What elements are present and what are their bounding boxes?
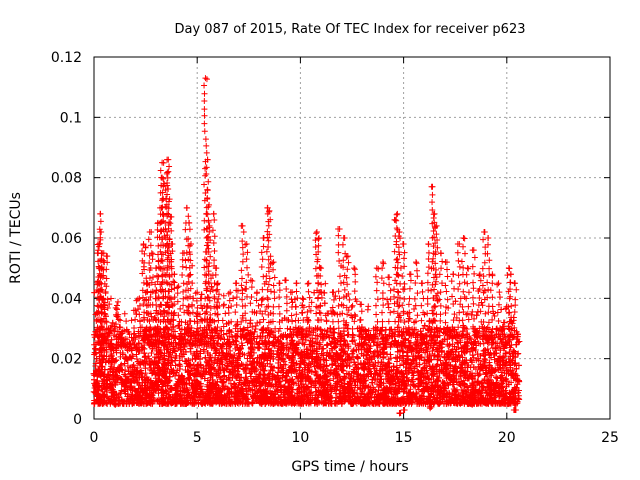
y-tick-label: 0.12 [51,50,82,66]
x-tick-label: 25 [601,430,619,446]
x-tick-label: 20 [498,430,516,446]
data-point [322,280,329,287]
y-tick-label: 0.06 [51,231,82,247]
roti-series [90,75,523,417]
x-tick-label: 5 [193,430,202,446]
x-tick-label: 15 [395,430,413,446]
y-tick-label: 0.1 [60,110,82,126]
x-axis: 0 5 10 15 20 25 [90,57,619,446]
y-tick-label: 0.04 [51,291,82,307]
data-point [334,311,341,318]
data-point [308,299,315,306]
data-point [128,317,135,324]
x-tick-label: 0 [90,430,99,446]
data-point [392,354,399,361]
data-point [114,298,121,305]
x-tick-label: 10 [291,430,309,446]
y-tick-label: 0 [73,412,82,428]
data-point [123,318,130,325]
y-tick-label: 0.08 [51,171,82,187]
chart-title: Day 087 of 2015, Rate Of TEC Index for r… [175,22,526,37]
data-point [364,306,371,313]
data-point [480,358,487,365]
data-point [260,367,267,374]
data-point [121,310,128,317]
y-axis: 0 0.02 0.04 0.06 0.08 0.1 0.12 [51,50,610,428]
data-point [384,296,391,303]
data-point [215,291,222,298]
y-tick-label: 0.02 [51,352,82,368]
